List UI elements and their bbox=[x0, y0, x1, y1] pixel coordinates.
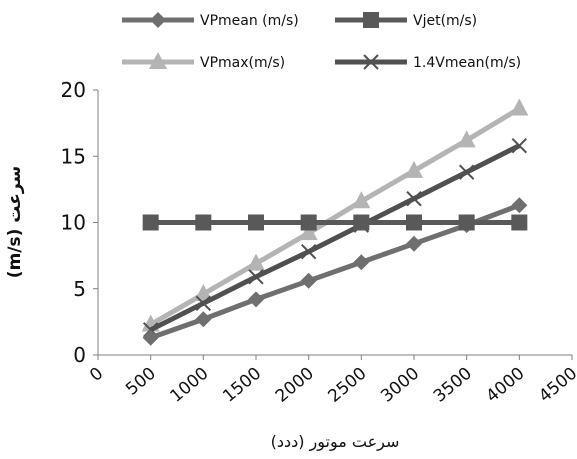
data-point-diamond bbox=[142, 329, 159, 346]
legend-item: Vjet(m/s) bbox=[335, 12, 477, 29]
data-point-x bbox=[248, 269, 264, 285]
y-tick-labels: 0 5 10 15 20 bbox=[61, 78, 98, 367]
legend-label: Vjet(m/s) bbox=[413, 13, 477, 29]
data-point-triangle bbox=[352, 191, 371, 209]
legend-item: 1.4Vmean(m/s) bbox=[335, 54, 521, 71]
y-tick-label: 20 bbox=[61, 78, 86, 102]
data-point-square bbox=[248, 214, 264, 231]
legend-label: VPmax(m/s) bbox=[200, 55, 285, 71]
x-tick-label: 2500 bbox=[325, 364, 371, 407]
x-tick-label: 4000 bbox=[483, 364, 529, 407]
legend-item: VPmax(m/s) bbox=[122, 52, 285, 71]
data-point-triangle bbox=[457, 130, 476, 148]
series-3 bbox=[142, 137, 528, 338]
x-axis-label: سرعت موتور (ددد) bbox=[271, 432, 400, 452]
data-point-diamond bbox=[150, 12, 166, 28]
data-point-x bbox=[363, 54, 379, 70]
y-tick-label: 0 bbox=[73, 343, 86, 367]
y-tick-label: 5 bbox=[73, 277, 86, 301]
legend-item: VPmean (m/s) bbox=[122, 12, 299, 29]
data-point-triangle bbox=[247, 253, 265, 271]
data-point-square bbox=[300, 214, 317, 231]
data-point-diamond bbox=[195, 311, 212, 328]
legend-label: 1.4Vmean(m/s) bbox=[413, 55, 521, 71]
data-point-square bbox=[406, 214, 422, 231]
data-point-diamond bbox=[406, 235, 422, 252]
series-line bbox=[149, 202, 521, 341]
y-axis-label: (m/s) سرعت bbox=[5, 166, 25, 278]
data-point-square bbox=[511, 214, 528, 231]
data-point-square bbox=[363, 12, 379, 28]
data-point-triangle bbox=[194, 284, 213, 302]
series-1 bbox=[142, 214, 528, 231]
series-line bbox=[149, 143, 521, 333]
x-tick-labels: 0 500 1000 1500 2000 2500 3000 3500 4000 4500 bbox=[86, 355, 577, 407]
data-point-diamond bbox=[353, 254, 370, 271]
data-point-triangle bbox=[149, 52, 167, 69]
data-point-square bbox=[142, 214, 159, 231]
series-2 bbox=[141, 98, 529, 332]
x-tick-label: 0 bbox=[86, 364, 107, 386]
x-tick-label: 1500 bbox=[219, 364, 265, 407]
y-tick-label: 15 bbox=[61, 144, 86, 168]
x-tick-label: 2000 bbox=[272, 364, 318, 407]
data-point-diamond bbox=[300, 272, 317, 289]
data-point-triangle bbox=[299, 223, 318, 241]
data-point-x bbox=[195, 295, 212, 312]
data-point-triangle bbox=[510, 98, 529, 116]
series-layer bbox=[141, 98, 529, 346]
x-tick-label: 3500 bbox=[430, 364, 476, 407]
x-tick-label: 3000 bbox=[377, 364, 423, 407]
x-tick-label: 1000 bbox=[167, 364, 213, 407]
data-point-square bbox=[353, 214, 370, 231]
data-point-x bbox=[300, 243, 317, 260]
data-point-diamond bbox=[511, 197, 528, 214]
data-point-x bbox=[511, 137, 528, 154]
series-line bbox=[149, 106, 521, 327]
plot-area: 0 5 10 15 20 0 500 1000 1500 2000 2500 3000 3500 400… bbox=[61, 78, 577, 407]
legend-label: VPmean (m/s) bbox=[200, 13, 299, 29]
data-point-square bbox=[458, 214, 475, 231]
x-tick-label: 500 bbox=[122, 364, 160, 400]
data-point-triangle bbox=[405, 160, 423, 178]
data-point-diamond bbox=[248, 291, 264, 308]
x-tick-label: 4500 bbox=[535, 364, 577, 407]
data-point-x bbox=[406, 190, 422, 207]
data-point-x bbox=[458, 164, 475, 180]
y-tick-label: 10 bbox=[61, 211, 86, 235]
legend: VPmean (m/s) Vjet(m/s) VPmax(m/s) 1.4Vmean(… bbox=[122, 12, 521, 71]
data-point-square bbox=[195, 214, 212, 231]
